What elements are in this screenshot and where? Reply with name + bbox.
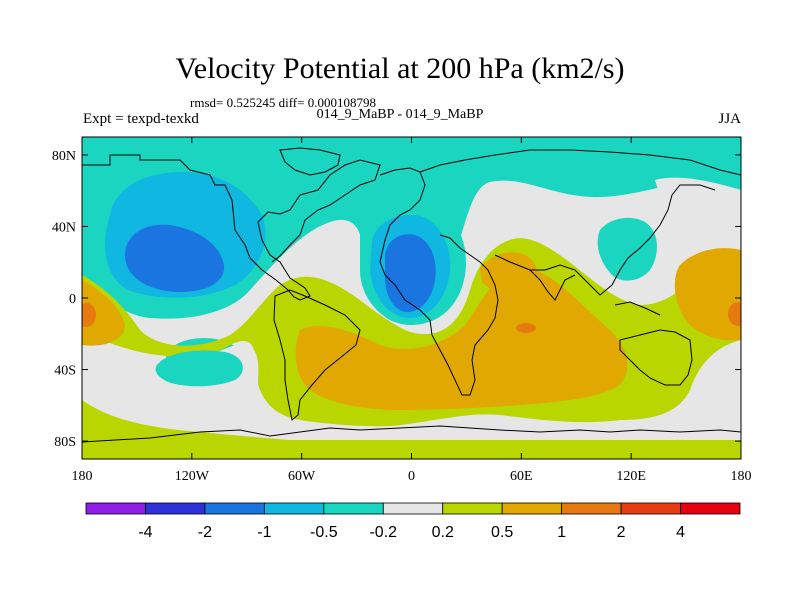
colorbar-label: 2 (617, 524, 626, 541)
coast-antarctica (82, 425, 741, 443)
colorbar-swatch (620, 502, 681, 515)
field-ne-asia-neutral (655, 177, 741, 250)
x-tick-label: 60W (288, 469, 316, 484)
x-axis: 180 120W 60W 0 60E 120E 180 (72, 137, 752, 484)
field-west-pacific-max (728, 302, 741, 326)
colorbar-swatch (263, 502, 325, 515)
y-tick-label: 80S (54, 435, 76, 450)
colorbar-swatch (204, 502, 265, 515)
colorbar-label: -2 (198, 524, 212, 541)
field-pacific-core (125, 224, 225, 292)
field-east-pacific-high (82, 280, 125, 346)
field-south-neg-blob (155, 350, 243, 387)
y-tick-label: 40N (52, 220, 76, 235)
colorbar-label: -1 (257, 524, 271, 541)
field-indian-max (516, 323, 536, 333)
y-tick-label: 40S (54, 364, 76, 379)
x-tick-label: 120E (616, 469, 646, 484)
colorbar-label: 0.2 (432, 524, 454, 541)
x-tick-label: 180 (731, 469, 752, 484)
colorbar-swatch (680, 502, 741, 515)
colorbar-label: 0.5 (491, 524, 513, 541)
field-asia-neg-lobe (597, 217, 657, 281)
x-tick-label: 120W (175, 469, 210, 484)
colorbar-swatch (561, 502, 622, 515)
colorbar-label: -0.2 (369, 524, 397, 541)
colorbar-swatch (323, 502, 384, 515)
chart-title: Velocity Potential at 200 hPa (km2/s) (175, 52, 625, 85)
colorbar-swatch (145, 502, 206, 515)
field-africa-core (385, 234, 436, 312)
coast-eurafrica (379, 167, 499, 396)
coastlines (82, 147, 741, 443)
field-east-pacific-max (82, 303, 96, 327)
coast-asia-south (494, 184, 716, 296)
y-tick-label: 0 (69, 292, 76, 307)
y-tick-label: 80N (52, 149, 76, 164)
colorbar-swatch (442, 502, 503, 515)
season-label: JJA (718, 111, 741, 127)
coast-south-america (273, 289, 361, 421)
colorbar: -4 -2 -1 -0.5 -0.2 0.2 0.5 1 2 4 (85, 502, 741, 541)
x-tick-label: 0 (408, 469, 415, 484)
coast-australia (619, 329, 693, 386)
coast-india (529, 269, 576, 301)
map-field (82, 137, 741, 459)
coast-north-america (82, 154, 381, 301)
colorbar-label: 1 (557, 524, 566, 541)
coast-se-asia-islands (614, 301, 661, 316)
center-label: 014_9_MaBP - 014_9_MaBP (316, 107, 484, 122)
colorbar-swatch (382, 502, 444, 515)
field-south-positive-band (82, 400, 741, 459)
x-tick-label: 180 (72, 469, 93, 484)
y-axis: 80N 40N 0 40S 80S (52, 149, 741, 450)
x-tick-label: 60E (510, 469, 533, 484)
colorbar-label: 4 (676, 524, 685, 541)
experiment-label: Expt = texpd-texkd (83, 111, 199, 127)
colorbar-swatch (501, 502, 563, 515)
coast-greenland (279, 147, 341, 176)
colorbar-label: -4 (138, 524, 152, 541)
field-west-pacific-high (674, 248, 741, 341)
colorbar-swatch (85, 502, 146, 515)
colorbar-label: -0.5 (310, 524, 338, 541)
field-indian-high (295, 267, 628, 410)
coast-eurasia (419, 149, 741, 176)
stats-text: rmsd= 0.525245 diff= 0.000108798 (190, 95, 376, 110)
